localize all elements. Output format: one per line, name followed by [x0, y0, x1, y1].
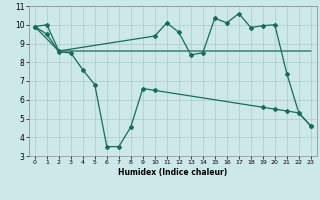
X-axis label: Humidex (Indice chaleur): Humidex (Indice chaleur) — [118, 168, 228, 177]
